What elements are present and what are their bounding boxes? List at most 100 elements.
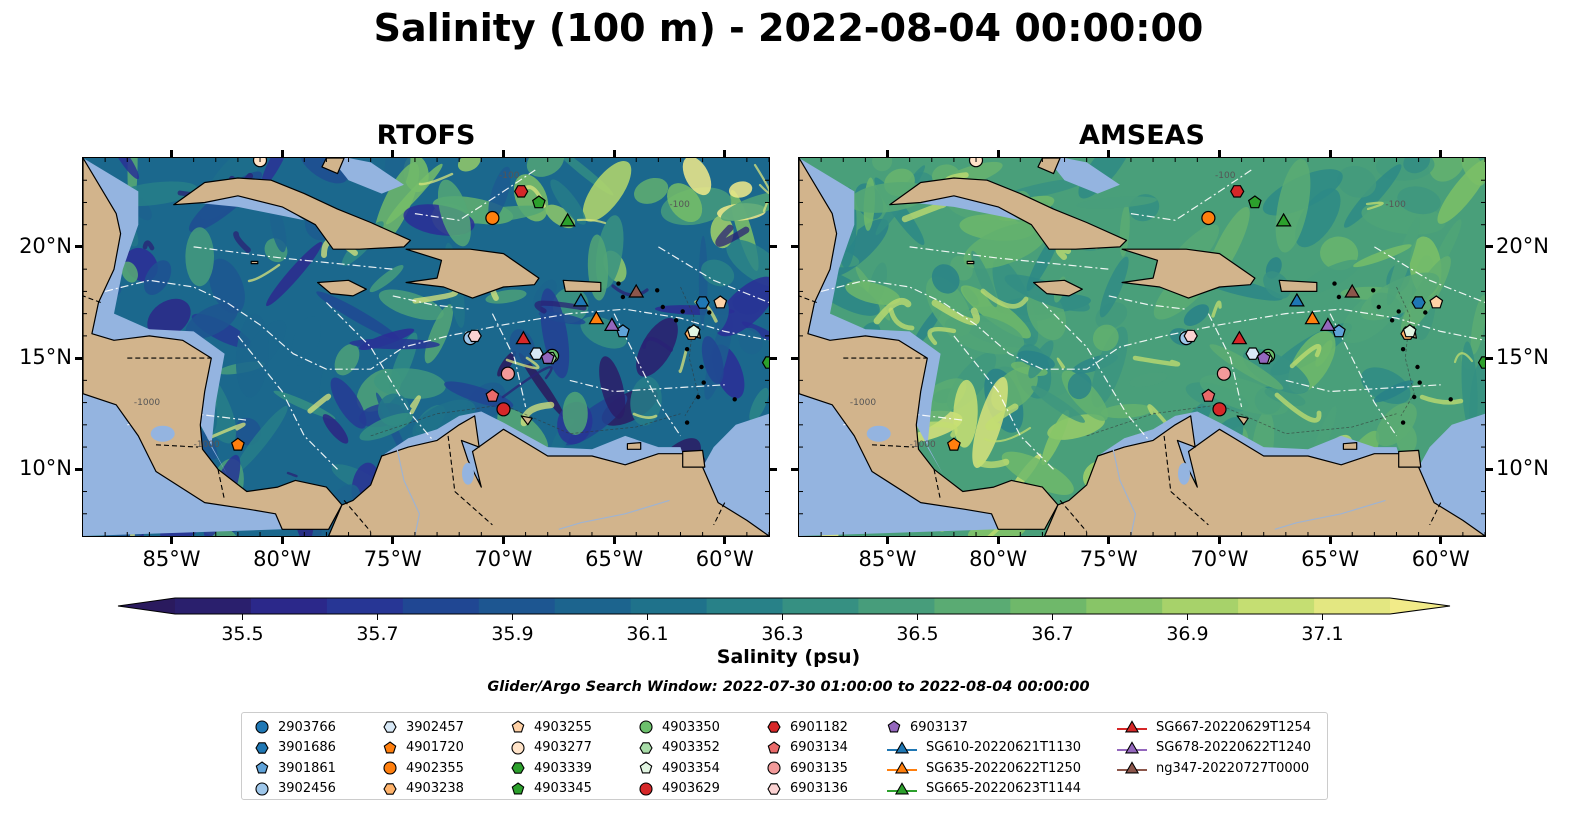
land-trinidad (1398, 449, 1422, 468)
legend-marker-hexagon-icon (383, 782, 397, 795)
platform-marker-4902355 (1201, 210, 1216, 226)
legend-item: 6903135 (766, 758, 848, 778)
platform-marker-4903277 (252, 158, 268, 168)
legend-item: SG665-20220623T1144 (886, 779, 1081, 799)
land-masses (83, 158, 769, 536)
legend-label: 6903134 (790, 740, 848, 755)
legend-marker-triangle-icon (887, 781, 917, 794)
platform-marker-ng347-20220727T0000 (1344, 283, 1361, 298)
rivers (1112, 449, 1386, 536)
platform-markers (230, 158, 769, 451)
legend-marker-circle-icon (639, 720, 653, 734)
y-major-tick (75, 245, 83, 249)
x-major-tick (391, 150, 395, 158)
x-major-tick (612, 150, 616, 158)
x-tick-label: 85°W (858, 547, 917, 571)
y-major-tick (1485, 467, 1493, 471)
legend-label: 4903238 (406, 781, 464, 796)
platform-marker-4903354 (1402, 324, 1417, 338)
x-major-tick (170, 150, 174, 158)
platform-marker-3902457 (1245, 347, 1260, 360)
legend-item: 4903255 (510, 717, 592, 737)
y-major-tick (75, 356, 83, 360)
platform-marker-ng347-20220727T0000 (628, 283, 645, 298)
contour-labels: -1000 -100 -100 -1000 (850, 171, 1406, 450)
platform-marker-SG665-20220623T1144 (559, 212, 576, 227)
lakes (866, 425, 1190, 485)
colorbar-segment (630, 598, 708, 614)
platform-marker-4903354 (686, 324, 701, 338)
legend-label: 4901720 (406, 740, 464, 755)
contour-label: -1000 (134, 398, 160, 408)
legend-marker-triangle-icon (1117, 740, 1147, 753)
colorbar-tick-label: 36.9 (1166, 623, 1208, 645)
contour-label: -1000 (850, 398, 876, 408)
legend-marker-hexagon-icon (639, 741, 653, 754)
legend-marker-circle-icon (767, 761, 781, 775)
contour-label: -100 (669, 200, 690, 210)
legend-label: 3901686 (278, 740, 336, 755)
x-major-tick (1439, 150, 1443, 158)
land-central-america (799, 158, 1059, 530)
colorbar-tick-label: 37.1 (1301, 623, 1343, 645)
platform-marker-4902355 (485, 210, 500, 226)
contour-label: -100 (499, 171, 520, 181)
legend-item: 4901720 (382, 738, 464, 758)
contour-label: -1000 (910, 440, 936, 450)
legend-label: 4902355 (406, 760, 464, 776)
platform-marker-3901686 (1411, 296, 1426, 309)
land-cuba (889, 177, 1128, 250)
contour-labels: -1000 -100 -100 -1000 (134, 171, 690, 450)
y-major-tick (75, 467, 83, 471)
x-tick-label: 65°W (1301, 547, 1360, 571)
legend-label: 4903339 (534, 760, 592, 776)
frame-ticks (799, 158, 1485, 536)
legend-item: 6903137 (886, 717, 968, 737)
land-hispaniola (405, 248, 540, 299)
legend-label: 4903350 (662, 719, 720, 735)
legend-item: 3902456 (254, 779, 336, 799)
legend-label: SG678-20220622T1240 (1156, 740, 1312, 755)
platform-markers (946, 158, 1485, 451)
x-tick-label: 75°W (1079, 547, 1138, 571)
colorbar-segment (858, 598, 935, 614)
platform-marker-6903137 (1256, 350, 1271, 364)
legend-marker-pentagon-icon (255, 761, 269, 774)
legend-marker-triangle-icon (887, 740, 917, 753)
bathymetry-contours (1086, 286, 1415, 437)
frame-ticks (83, 158, 769, 536)
x-major-tick (886, 150, 890, 158)
platform-marker-4903345 (531, 195, 546, 209)
legend-item: SG610-20220621T1130 (886, 738, 1081, 758)
land-cayman (250, 260, 259, 265)
x-tick-label: 70°W (474, 547, 533, 571)
x-major-tick (280, 536, 284, 544)
platform-marker-6903136 (467, 329, 482, 343)
legend-item: 4903354 (638, 758, 720, 778)
legend-marker-pentagon-icon (767, 740, 781, 753)
x-tick-label: 60°W (695, 547, 754, 571)
legend-item: SG678-20220622T1240 (1116, 738, 1311, 758)
legend-item: 4903345 (510, 779, 592, 799)
y-major-tick (769, 245, 777, 249)
legend-label: SG665-20220623T1144 (926, 781, 1082, 796)
colorbar-segment (250, 598, 328, 614)
land-bahamas (321, 158, 345, 175)
legend-label: 4903277 (534, 740, 592, 755)
colorbar: 35.5 35.7 35.9 36.1 36.3 36.5 36.7 36.9 37.1 (117, 597, 1451, 645)
x-major-tick (723, 536, 727, 544)
legend-label: 6903136 (790, 781, 848, 796)
country-borders (83, 295, 726, 532)
map-svg: -1000 -100 -100 -1000 (83, 158, 769, 536)
y-tick-label-left: 10°N (19, 456, 72, 481)
land-south-america (328, 415, 769, 536)
legend-item: SG667-20220629T1254 (1116, 717, 1311, 737)
platform-marker-SG610-20220621T1130 (572, 292, 589, 307)
rivers (396, 449, 670, 536)
x-major-tick (1328, 150, 1332, 158)
x-major-tick (501, 536, 505, 544)
legend-item: 4903339 (510, 758, 592, 778)
x-major-tick (612, 536, 616, 544)
platform-marker-4903277 (968, 158, 984, 168)
legend-label: 3902457 (406, 719, 464, 735)
